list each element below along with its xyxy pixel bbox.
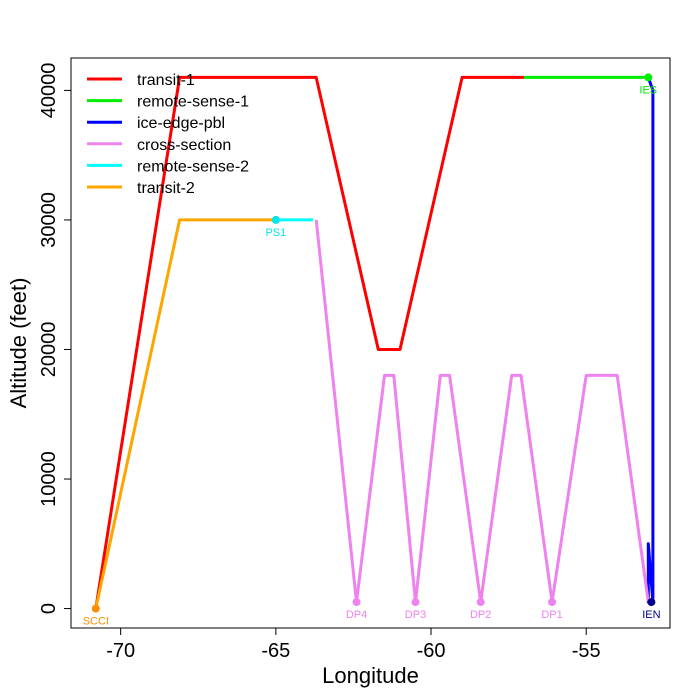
point-marker-ies bbox=[644, 73, 653, 82]
legend-item-remote-sense-2: remote-sense-2 bbox=[87, 158, 249, 175]
y-tick-label: 10000 bbox=[38, 451, 60, 507]
point-label-scci: SCCI bbox=[83, 616, 109, 628]
y-tick-label: 0 bbox=[38, 603, 60, 614]
y-axis: 0 10000 20000 30000 40000 bbox=[38, 63, 72, 614]
legend-label: transit-1 bbox=[137, 72, 195, 89]
series-line-transit-2 bbox=[94, 218, 276, 609]
y-tick-label: 40000 bbox=[38, 63, 60, 119]
legend-label: remote-sense-2 bbox=[137, 158, 249, 175]
x-axis: -70 -65 -60 -55 bbox=[106, 627, 601, 662]
point-label-dp3: DP3 bbox=[405, 609, 426, 621]
point-marker-ien bbox=[647, 598, 656, 607]
legend-label: cross-section bbox=[137, 137, 231, 154]
legend-item-transit-1: transit-1 bbox=[87, 72, 195, 89]
y-tick-label: 30000 bbox=[38, 192, 60, 248]
point-label-dp1: DP1 bbox=[541, 609, 562, 621]
series-line-cross-section bbox=[314, 219, 650, 604]
point-marker-dp4 bbox=[352, 598, 361, 607]
legend-item-ice-edge-pbl: ice-edge-pbl bbox=[87, 115, 225, 132]
x-tick-label: -60 bbox=[417, 640, 446, 662]
point-marker-dp3 bbox=[411, 598, 420, 607]
legend-label: remote-sense-1 bbox=[137, 94, 249, 111]
y-axis-title: Altitude (feet) bbox=[6, 278, 31, 409]
legend-label: transit-2 bbox=[137, 180, 195, 197]
point-marker-dp2 bbox=[476, 598, 485, 607]
y-tick-label: 20000 bbox=[38, 322, 60, 378]
point-marker-scci bbox=[91, 604, 100, 613]
legend-item-cross-section: cross-section bbox=[87, 137, 231, 154]
x-tick-label: -65 bbox=[261, 640, 290, 662]
point-marker-ps1 bbox=[271, 215, 280, 224]
point-marker-dp1 bbox=[548, 598, 557, 607]
point-label-ps1: PS1 bbox=[265, 227, 286, 239]
legend-item-remote-sense-1: remote-sense-1 bbox=[87, 94, 249, 111]
point-label-dp4: DP4 bbox=[346, 609, 367, 621]
legend: transit-1 remote-sense-1 ice-edge-pbl cross… bbox=[87, 72, 249, 197]
point-label-ies: IES bbox=[639, 84, 657, 96]
point-label-dp2: DP2 bbox=[470, 609, 491, 621]
point-label-ien: IEN bbox=[642, 609, 660, 621]
series-line-transit-1 bbox=[94, 75, 525, 609]
x-axis-title: Longitude bbox=[322, 663, 419, 688]
marker-layer: SCCI PS1 IES IEN DP4 DP3 DP2 DP1 bbox=[83, 73, 661, 628]
x-tick-label: -70 bbox=[106, 640, 135, 662]
x-tick-label: -55 bbox=[572, 640, 601, 662]
legend-label: ice-edge-pbl bbox=[137, 115, 225, 132]
legend-item-transit-2: transit-2 bbox=[87, 180, 195, 197]
